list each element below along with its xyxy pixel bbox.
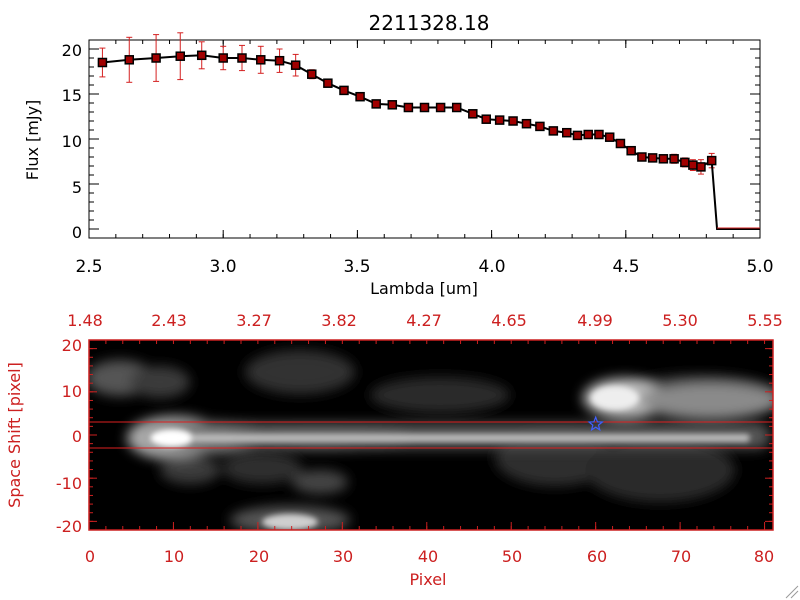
y-tick-label: -10 xyxy=(56,474,82,493)
data-point xyxy=(256,55,266,65)
y-tick-label: -20 xyxy=(56,517,82,536)
data-point xyxy=(307,69,317,79)
x-tick-label: 80 xyxy=(754,547,774,566)
x-tick-label: 30 xyxy=(333,547,353,566)
y-tick-label: 20 xyxy=(62,41,82,60)
data-point xyxy=(572,130,583,141)
x-tick-label: 3.5 xyxy=(343,257,370,277)
image-content xyxy=(89,350,773,530)
y-tick-label: 15 xyxy=(62,86,82,105)
data-point xyxy=(290,60,301,70)
y-tick-label: 10 xyxy=(62,132,82,151)
chart-title: 2211328.18 xyxy=(369,11,490,35)
data-point xyxy=(594,129,604,140)
data-point xyxy=(535,121,545,132)
data-point xyxy=(175,51,186,61)
top-tick-label: 5.55 xyxy=(747,311,783,330)
data-point xyxy=(97,57,108,68)
x-tick-label: 0 xyxy=(85,547,95,566)
data-point xyxy=(419,102,430,113)
data-point xyxy=(647,153,658,163)
y-tick-label: 0 xyxy=(72,223,82,242)
top-tick-label: 2.43 xyxy=(151,311,187,330)
cutoff-line xyxy=(710,160,760,230)
x-tick-label: 4.5 xyxy=(612,257,639,277)
data-point xyxy=(615,138,626,149)
data-point xyxy=(435,102,446,113)
x-tick-label: 50 xyxy=(502,547,522,566)
data-point xyxy=(481,114,491,124)
image-panel: 1.48 2.43 3.27 3.82 4.27 4.65 4.99 5.30 … xyxy=(5,311,783,589)
spectrum-y-tick-labels: 0 5 10 15 20 xyxy=(62,41,82,242)
data-point xyxy=(196,50,207,61)
top-tick-label: 4.65 xyxy=(491,311,527,330)
spectrum-x-tick-labels: 2.5 3.0 3.5 4.0 4.5 5.0 xyxy=(75,257,773,277)
data-point xyxy=(451,102,462,113)
data-point xyxy=(494,115,505,125)
data-point xyxy=(680,157,690,168)
x-tick-label: 2.5 xyxy=(75,257,102,277)
data-point xyxy=(521,118,532,129)
data-point xyxy=(274,55,285,66)
data-point xyxy=(339,85,349,96)
x-tick-label: 20 xyxy=(249,547,269,566)
top-tick-label: 3.82 xyxy=(321,311,357,330)
top-tick-label: 4.27 xyxy=(406,311,442,330)
top-tick-label: 3.27 xyxy=(236,311,272,330)
x-tick-label: 3.0 xyxy=(209,257,236,277)
spectrum-panel: 2211328.18 2.5 3.0 3.5 4.0 4.5 5.0 0 5 1… xyxy=(23,11,774,298)
top-tick-label: 1.48 xyxy=(67,311,103,330)
resize-grip-icon[interactable] xyxy=(785,585,799,599)
data-point xyxy=(696,162,706,172)
data-point xyxy=(562,127,572,138)
data-point xyxy=(387,100,398,110)
x-tick-label: 70 xyxy=(671,547,691,566)
x-tick-label: 4.0 xyxy=(478,257,505,277)
data-point xyxy=(706,155,717,166)
image-x-tick-labels: 0 10 20 30 40 50 60 70 80 xyxy=(85,547,774,566)
image-x-axis-label: Pixel xyxy=(409,570,446,589)
data-point xyxy=(637,152,647,162)
image-ticks xyxy=(88,339,773,531)
y-tick-label: 5 xyxy=(72,178,82,197)
data-point xyxy=(355,91,365,102)
spectrum-ticks xyxy=(88,40,761,238)
y-tick-label: 20 xyxy=(62,336,82,355)
flux-series-line xyxy=(102,54,760,230)
data-point xyxy=(237,53,247,63)
data-point xyxy=(658,154,669,164)
data-point xyxy=(218,53,228,63)
data-point xyxy=(669,154,679,164)
data-point xyxy=(508,116,518,126)
data-point xyxy=(548,126,559,136)
data-point xyxy=(688,160,698,170)
data-point xyxy=(124,55,135,65)
flux-markers xyxy=(97,50,717,172)
data-point xyxy=(583,129,593,140)
y-tick-label: 10 xyxy=(62,382,82,401)
source-star-icon xyxy=(587,415,604,432)
image-trace-core xyxy=(150,386,750,530)
y-tick-label: 0 xyxy=(72,427,82,446)
data-point xyxy=(323,78,333,88)
data-point xyxy=(468,109,478,119)
spectrum-y-axis-label: Flux [mJy] xyxy=(23,100,42,181)
x-tick-label: 10 xyxy=(164,547,184,566)
data-point xyxy=(604,132,615,142)
top-tick-label: 4.99 xyxy=(577,311,613,330)
top-tick-label: 5.30 xyxy=(662,311,698,330)
image-y-axis-label: Space Shift [pixel] xyxy=(5,362,24,508)
spectrum-plot-frame xyxy=(88,39,761,239)
spectrum-x-axis-label: Lambda [um] xyxy=(370,279,478,298)
data-point xyxy=(151,53,161,63)
x-tick-label: 40 xyxy=(418,547,438,566)
image-top-axis-labels: 1.48 2.43 3.27 3.82 4.27 4.65 4.99 5.30 … xyxy=(67,311,783,330)
data-point xyxy=(626,145,636,156)
image-y-tick-labels: -20 -10 0 10 20 xyxy=(56,336,82,536)
data-point xyxy=(403,102,414,113)
x-tick-label: 5.0 xyxy=(746,257,773,277)
data-point xyxy=(371,99,381,109)
x-tick-label: 60 xyxy=(587,547,607,566)
